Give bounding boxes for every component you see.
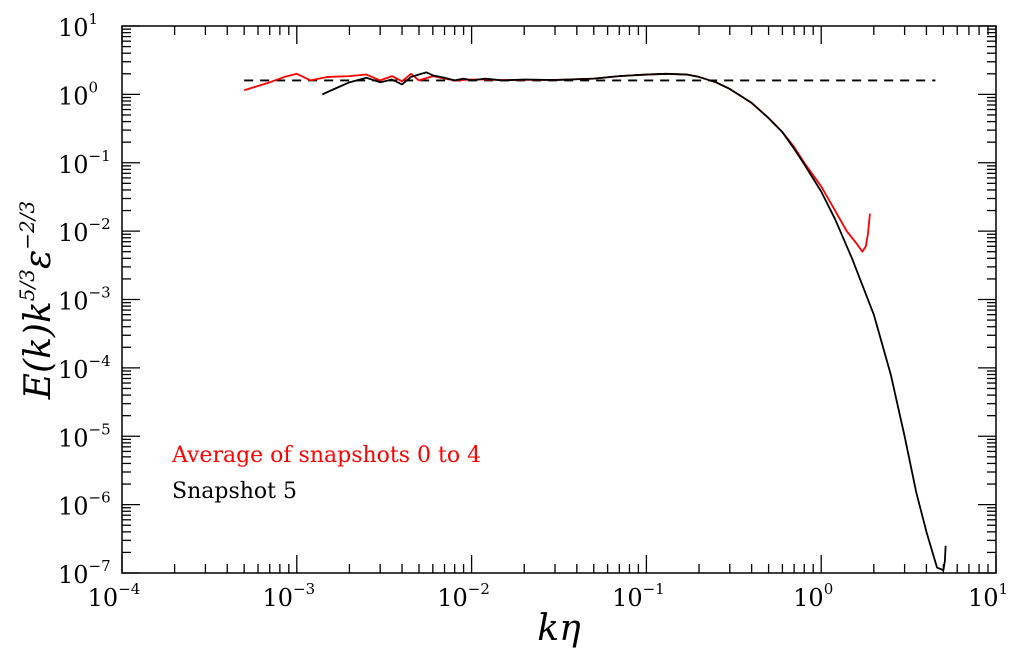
y-tick-label: 10−5 [58, 420, 111, 452]
svg-text:E(k)k5/3ε−2/3: E(k)k5/3ε−2/3 [15, 201, 59, 400]
x-tick-label: 101 [968, 580, 1008, 612]
x-tick-label: 10−3 [262, 580, 315, 612]
y-tick-label: 101 [58, 10, 98, 42]
y-axis-title-eps-sup: −2/3 [15, 201, 39, 250]
y-tick-label: 10−2 [58, 215, 111, 247]
y-tick-label: 10−4 [58, 352, 111, 384]
y-axis-title: E(k)k5/3ε−2/3 [15, 201, 59, 400]
series-line-1 [321, 71, 947, 572]
x-tick-label: 100 [793, 580, 833, 612]
y-axis-title-sup: 5/3 [15, 269, 39, 301]
y-tick-label: 10−3 [58, 284, 111, 316]
x-tick-label: 10−2 [437, 580, 490, 612]
legend-entry-snapshot5: Snapshot 5 [172, 479, 297, 504]
y-tick-label: 10−7 [58, 557, 111, 589]
y-tick-label: 100 [58, 78, 98, 110]
legend-entry-average: Average of snapshots 0 to 4 [171, 443, 481, 468]
y-axis-title-main: E(k)k [18, 301, 59, 400]
x-axis-title: kη [537, 608, 581, 649]
y-tick-label: 10−6 [58, 489, 111, 521]
x-tick-label: 10−1 [612, 580, 665, 612]
series-line-0 [243, 72, 871, 253]
axis-ticks [121, 25, 997, 574]
tick-labels: 10−4 10−3 10−2 10−1 100 101 10−7 10−6 10−5 10−4 10… [58, 10, 1008, 612]
plot-frame [121, 25, 997, 574]
y-axis-title-eps: ε [18, 250, 59, 269]
data-series [243, 71, 947, 572]
x-tick-label: 10−4 [88, 580, 141, 612]
legend: Average of snapshots 0 to 4 Snapshot 5 [171, 443, 481, 504]
y-tick-label: 10−1 [58, 147, 111, 179]
